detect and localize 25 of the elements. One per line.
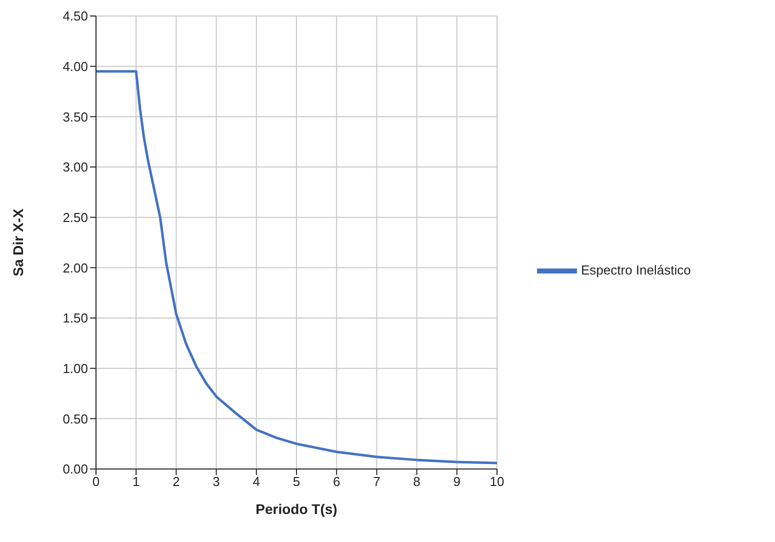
x-tick-label: 4 [252, 474, 260, 490]
legend-label: Espectro Inelástico [581, 262, 691, 278]
y-tick-label: 1.00 [62, 360, 88, 376]
x-tick-label: 7 [373, 474, 380, 490]
line-series [96, 70, 497, 464]
y-axis-title: Sa Dir X-X [10, 208, 26, 276]
x-tick-label: 3 [212, 474, 220, 490]
y-tick-label: 2.00 [62, 260, 88, 276]
y-tick-label: 1.50 [62, 310, 88, 326]
x-tick-label: 6 [332, 474, 340, 490]
y-tick-label: 4.50 [62, 8, 88, 24]
x-tick-label: 2 [172, 474, 180, 490]
x-tick-label: 1 [132, 474, 140, 490]
y-tick-label: 0.00 [62, 462, 88, 477]
x-axis-title: Periodo T(s) [256, 501, 338, 517]
x-tick-label: 10 [490, 474, 504, 490]
y-tick-label: 4.00 [62, 58, 88, 74]
y-tick-label: 3.00 [62, 160, 88, 175]
y-tick-label: 2.50 [62, 210, 88, 225]
y-tick-label: 3.50 [62, 109, 88, 124]
y-tick-label: 0.50 [62, 411, 88, 426]
x-tick-label: 5 [292, 474, 300, 490]
x-tick-label: 8 [413, 474, 420, 490]
x-tick-label: 0 [92, 474, 100, 490]
x-tick-label: 9 [453, 474, 461, 490]
